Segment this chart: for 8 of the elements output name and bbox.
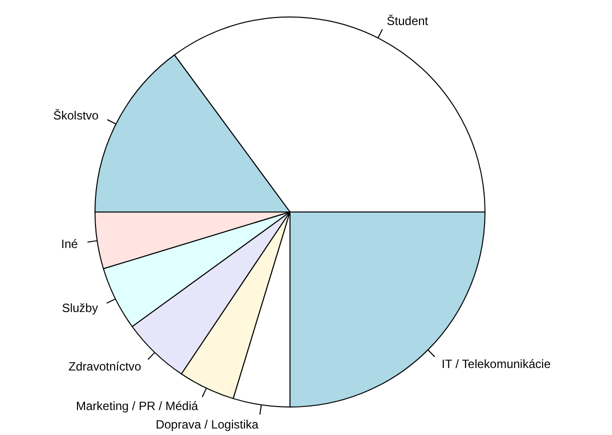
slice-label: Študent (386, 14, 429, 28)
slice-label: IT / Telekomunikácie (442, 356, 551, 371)
slice-label: Marketing / PR / Médiá (76, 399, 198, 413)
slice-label: Zdravotníctvo (68, 360, 142, 374)
slice-label: Iné (61, 236, 78, 251)
slice-label: Školstvo (53, 108, 99, 122)
slice-label: Služby (62, 300, 98, 315)
slice-label: Doprava / Logistika (156, 417, 259, 432)
